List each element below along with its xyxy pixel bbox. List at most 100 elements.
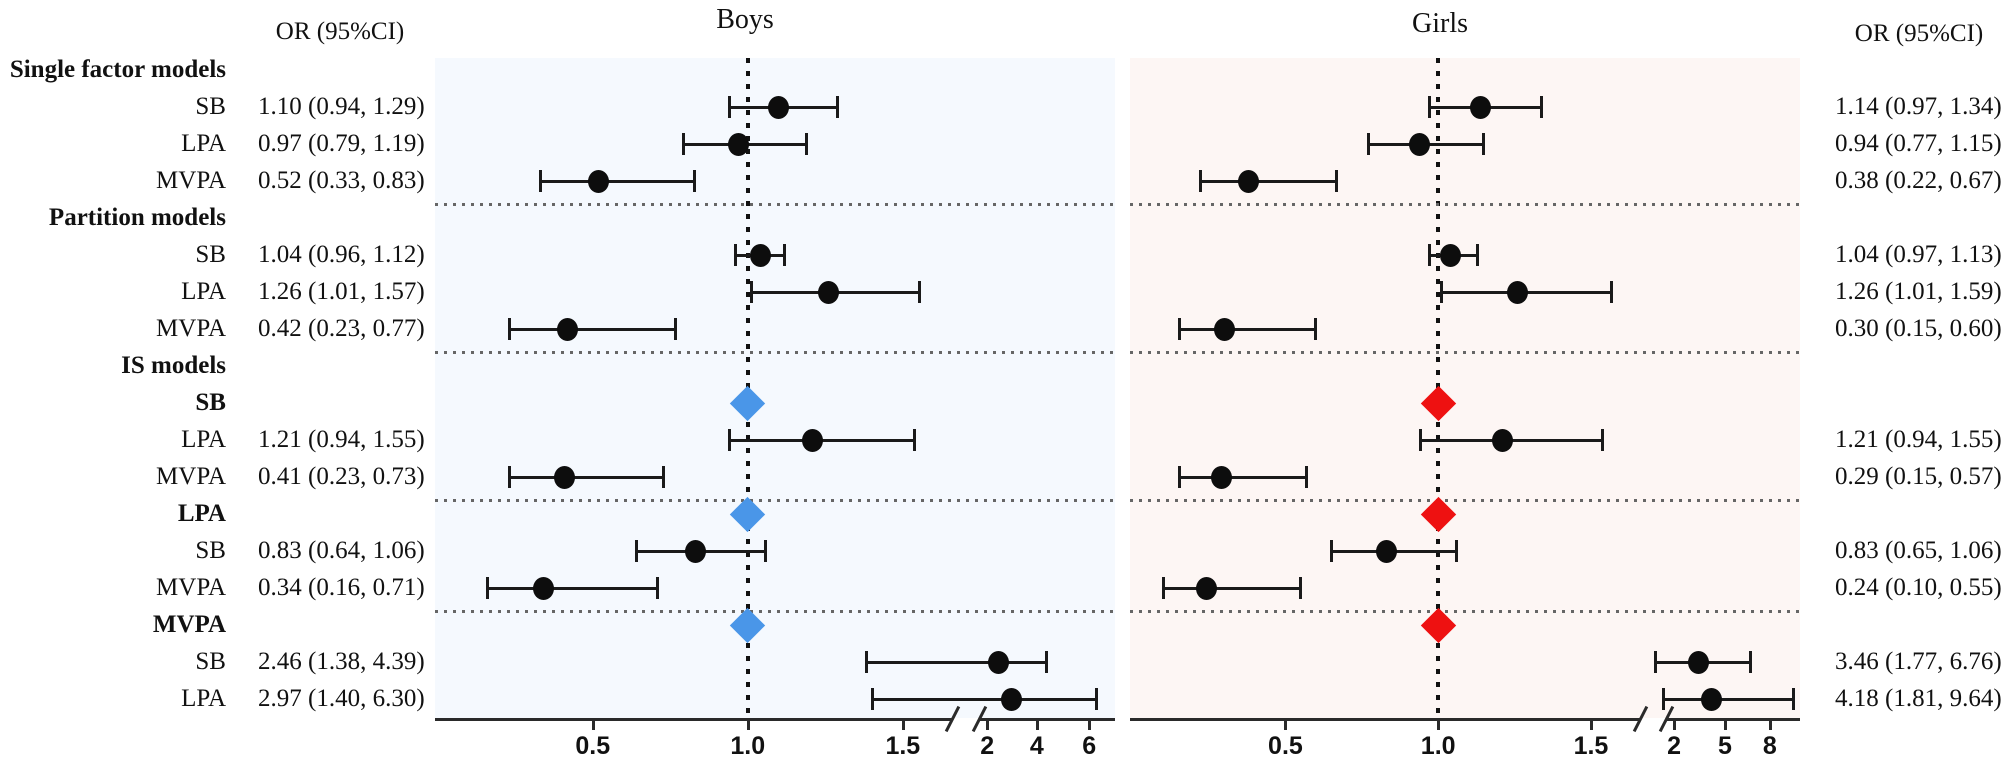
or-header-left: OR (95%CI): [275, 18, 405, 45]
axis-tick-label: 6: [1082, 732, 1097, 760]
row-label-lpa: LPA: [181, 685, 226, 712]
ci-cap-low: [1198, 170, 1202, 192]
ci-cap-low: [870, 688, 874, 710]
ci-cap-high: [764, 540, 768, 562]
ci-cap-low: [728, 96, 732, 118]
ci-cap-high: [693, 170, 697, 192]
ci-cap-high: [1045, 651, 1048, 673]
axis-tick: [591, 718, 595, 730]
ci-bar: [509, 476, 665, 479]
ci-cap-high: [835, 96, 839, 118]
section-separator: [435, 499, 1115, 502]
point-estimate: [1470, 95, 1492, 119]
ci-cap-low: [1177, 466, 1181, 488]
or-value-left: 0.52 (0.33, 0.83): [258, 167, 425, 194]
point-estimate: [684, 539, 706, 563]
point-estimate: [532, 576, 554, 600]
or-value-right: 1.14 (0.97, 1.34): [1835, 93, 2002, 120]
ci-cap-low: [1428, 96, 1432, 118]
axis-tick-label: 2: [980, 732, 995, 760]
point-estimate: [557, 317, 579, 341]
or-value-right: 0.83 (0.65, 1.06): [1835, 537, 2002, 564]
ci-cap-high: [1304, 466, 1308, 488]
ci-cap-high: [1475, 244, 1479, 266]
or-value-left: 0.34 (0.16, 0.71): [258, 574, 425, 601]
ci-cap-low: [1654, 651, 1658, 673]
ci-bar: [540, 180, 696, 183]
axis-tick-label: 8: [1762, 732, 1777, 760]
boys-panel-title: Boys: [716, 4, 774, 35]
ci-cap-low: [635, 540, 639, 562]
ci-bar: [487, 587, 658, 590]
ci-cap-low: [539, 170, 543, 192]
or-value-right: 0.94 (0.77, 1.15): [1835, 130, 2002, 157]
axis-tick: [1768, 718, 1772, 730]
ci-bar: [1663, 698, 1795, 701]
x-axis-segment: [980, 718, 1115, 721]
row-label-lpa: LPA: [177, 500, 226, 527]
point-estimate: [802, 428, 824, 452]
ci-cap-high: [1749, 651, 1753, 673]
ci-cap-low: [749, 281, 753, 303]
axis-tick-label: 1.0: [730, 732, 766, 760]
or-value-left: 0.42 (0.23, 0.77): [258, 315, 425, 342]
ci-cap-low: [1330, 540, 1334, 562]
or-value-left: 1.21 (0.94, 1.55): [258, 426, 425, 453]
or-value-right: 1.26 (1.01, 1.59): [1835, 278, 2002, 305]
row-label-sb: SB: [195, 93, 226, 120]
row-label-lpa: LPA: [181, 130, 226, 157]
or-value-right: 0.24 (0.10, 0.55): [1835, 574, 2002, 601]
or-value-right: 1.21 (0.94, 1.55): [1835, 426, 2002, 453]
row-label-sb: SB: [195, 241, 226, 268]
point-estimate: [554, 465, 576, 489]
ci-bar: [509, 328, 677, 331]
or-value-left: 1.04 (0.96, 1.12): [258, 241, 425, 268]
or-value-left: 2.97 (1.40, 6.30): [258, 685, 425, 712]
or-value-right: 3.46 (1.77, 6.76): [1835, 648, 2002, 675]
axis-tick: [1437, 718, 1441, 730]
ci-cap-high: [912, 429, 916, 451]
axis-tick: [746, 718, 750, 730]
point-estimate: [988, 650, 1010, 674]
ci-bar: [1178, 328, 1316, 331]
x-axis-segment: [1130, 718, 1641, 721]
point-estimate: [1238, 169, 1260, 193]
ci-cap-high: [1298, 577, 1302, 599]
ci-cap-high: [655, 577, 659, 599]
axis-tick: [1723, 718, 1727, 730]
ci-cap-high: [1600, 429, 1604, 451]
ci-cap-low: [734, 244, 738, 266]
ci-cap-low: [1662, 688, 1666, 710]
or-value-left: 0.97 (0.79, 1.19): [258, 130, 425, 157]
axis-tick-label: 5: [1718, 732, 1732, 760]
girls-panel: [1130, 58, 1800, 718]
row-label-mvpa: MVPA: [156, 315, 226, 342]
axis-tick: [1035, 718, 1039, 730]
point-estimate: [1491, 428, 1513, 452]
axis-tick: [1088, 718, 1092, 730]
axis-tick: [1673, 718, 1677, 730]
ci-cap-low: [1418, 429, 1422, 451]
point-estimate: [1688, 650, 1710, 674]
or-value-left: 1.26 (1.01, 1.57): [258, 278, 425, 305]
ci-cap-high: [1095, 688, 1098, 710]
point-estimate: [1195, 576, 1217, 600]
axis-tick-label: 0.5: [1268, 732, 1303, 760]
ci-bar: [1163, 587, 1301, 590]
row-label-is-models: IS models: [121, 352, 226, 379]
row-label-single-factor-models: Single factor models: [9, 56, 226, 83]
row-label-sb: SB: [195, 648, 226, 675]
row-label-sb: SB: [195, 537, 226, 564]
or-value-right: 0.29 (0.15, 0.57): [1835, 463, 2002, 490]
or-value-left: 0.41 (0.23, 0.73): [258, 463, 425, 490]
ci-cap-high: [783, 244, 786, 266]
or-value-right: 0.38 (0.22, 0.67): [1835, 167, 2002, 194]
point-estimate: [1375, 539, 1397, 563]
point-estimate: [1213, 317, 1235, 341]
point-estimate: [1210, 465, 1232, 489]
section-separator: [1130, 203, 1800, 206]
ci-cap-high: [1540, 96, 1544, 118]
row-label-lpa: LPA: [181, 426, 226, 453]
ci-cap-low: [728, 429, 732, 451]
